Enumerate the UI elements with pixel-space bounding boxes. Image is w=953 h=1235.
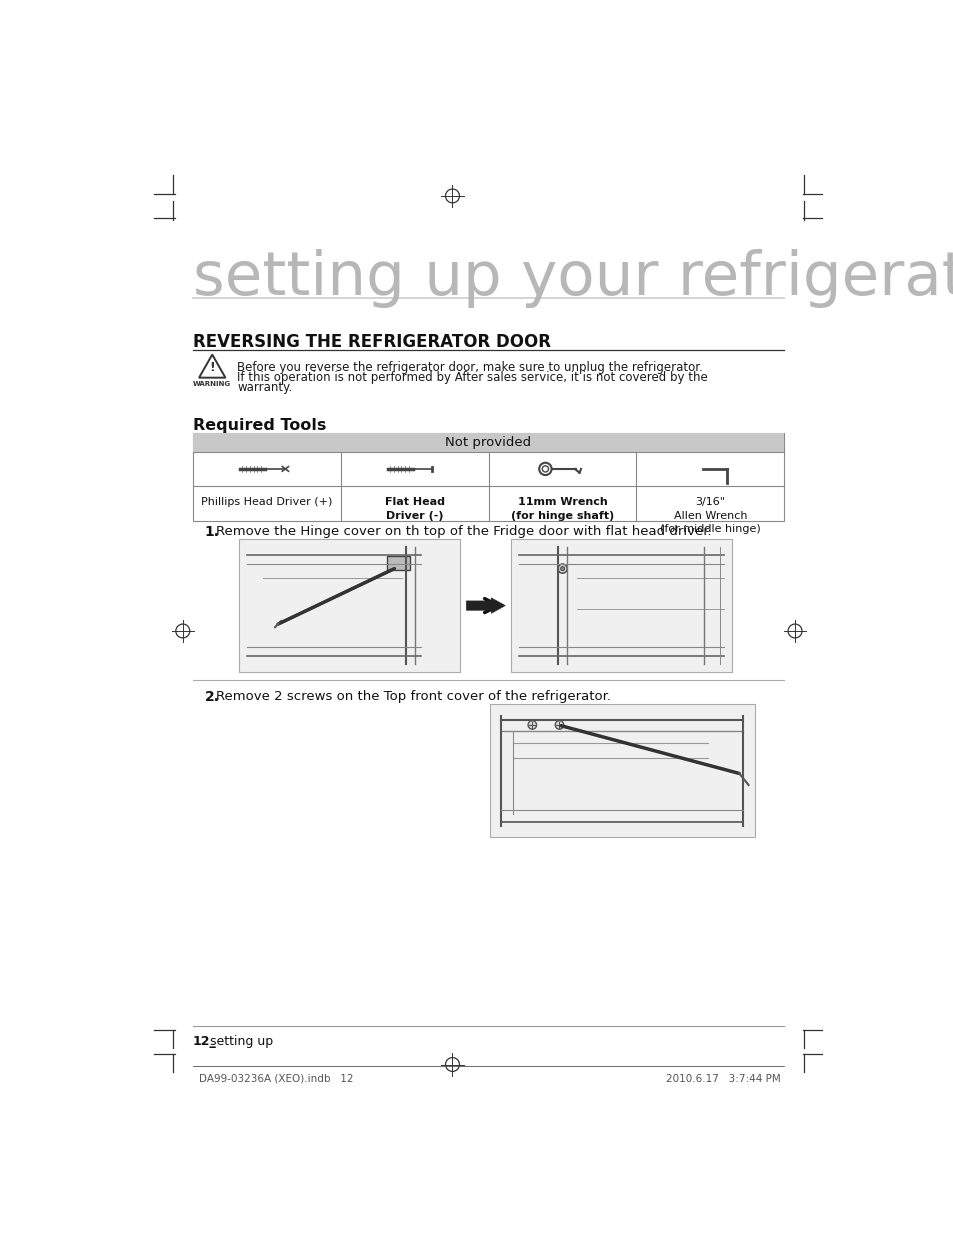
Text: !: !	[209, 361, 214, 374]
Text: 2.: 2.	[204, 690, 219, 704]
Text: If this operation is not performed by After sales service, it is not covered by : If this operation is not performed by Af…	[236, 370, 707, 384]
Circle shape	[560, 567, 564, 571]
Text: Flat Head
Driver (-): Flat Head Driver (-)	[384, 498, 444, 521]
Text: WARNING: WARNING	[193, 380, 231, 387]
Bar	[489, 704, 754, 837]
Text: 12_: 12_	[193, 1035, 216, 1049]
Polygon shape	[466, 598, 505, 614]
Text: Remove 2 screws on the Top front cover of the refrigerator.: Remove 2 screws on the Top front cover o…	[216, 690, 611, 703]
Bar	[193, 433, 783, 452]
Text: setting up your refrigerator: setting up your refrigerator	[193, 248, 953, 308]
Circle shape	[558, 564, 567, 573]
Bar	[193, 433, 783, 521]
Text: Phillips Head Driver (+): Phillips Head Driver (+)	[201, 498, 333, 508]
Bar	[386, 556, 410, 571]
Circle shape	[528, 721, 536, 729]
Text: warranty.: warranty.	[236, 380, 292, 394]
Text: Not provided: Not provided	[445, 436, 531, 448]
Text: 2010.6.17   3:7:44 PM: 2010.6.17 3:7:44 PM	[665, 1073, 780, 1084]
Text: DA99-03236A (XEO).indb   12: DA99-03236A (XEO).indb 12	[199, 1073, 354, 1084]
Text: Remove the Hinge cover on th top of the Fridge door with flat head driver.: Remove the Hinge cover on th top of the …	[216, 526, 711, 538]
Text: Before you reverse the refrigerator door, make sure to unplug the refrigerator.: Before you reverse the refrigerator door…	[236, 361, 702, 374]
Circle shape	[555, 721, 563, 729]
Text: 11mm Wrench
(for hinge shaft): 11mm Wrench (for hinge shaft)	[510, 498, 614, 521]
Text: REVERSING THE REFRIGERATOR DOOR: REVERSING THE REFRIGERATOR DOOR	[193, 333, 550, 351]
Text: 1.: 1.	[204, 526, 219, 540]
Text: 3/16"
Allen Wrench
(for middle hinge): 3/16" Allen Wrench (for middle hinge)	[659, 498, 760, 534]
Bar	[239, 540, 459, 672]
Text: setting up: setting up	[206, 1035, 273, 1049]
Text: Required Tools: Required Tools	[193, 417, 326, 432]
Bar	[511, 540, 731, 672]
